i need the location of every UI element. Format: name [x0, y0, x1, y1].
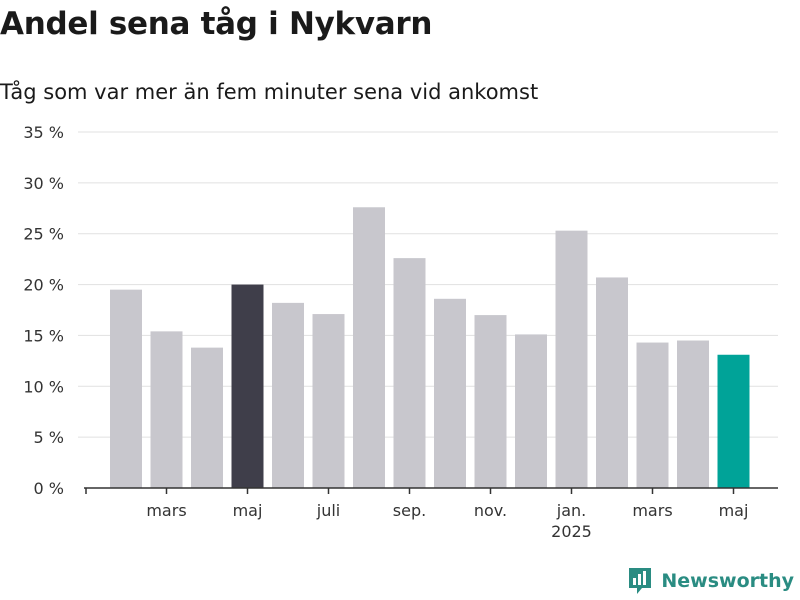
x-tick-label: mars: [632, 501, 672, 520]
x-tick-label: maj: [233, 501, 263, 520]
bar: [474, 315, 507, 488]
x-tick-label: nov.: [474, 501, 507, 520]
bar: [110, 289, 142, 488]
grid-lines: [78, 131, 778, 438]
x-axis: [84, 487, 778, 494]
y-tick-label: 20 %: [23, 276, 64, 295]
x-tick-label: maj: [719, 501, 749, 520]
x-tick-label: juli: [316, 501, 340, 520]
x-tick-label: mars: [146, 501, 186, 520]
y-tick-label: 0 %: [34, 479, 64, 498]
chart-subtitle: Tåg som var mer än fem minuter sena vid …: [0, 80, 539, 104]
x-tick-labels: mars maj juli sep. nov. jan. 2025 mars maj: [146, 501, 748, 541]
bar: [231, 284, 264, 488]
bar: [353, 207, 385, 489]
y-tick-label: 10 %: [23, 377, 64, 396]
y-tick-label: 35 %: [23, 123, 64, 142]
bar: [515, 334, 547, 488]
bar: [272, 302, 304, 488]
bar: [150, 331, 183, 488]
bar: [636, 342, 669, 488]
x-tick-label: jan.: [556, 501, 586, 520]
chart-title: Andel sena tåg i Nykvarn: [0, 6, 433, 42]
bar: [312, 314, 345, 488]
brand-logo: Newsworthy: [627, 566, 794, 596]
brand-name: Newsworthy: [661, 570, 794, 592]
x-tick-label: sep.: [393, 501, 426, 520]
bar: [717, 354, 750, 488]
bar: [596, 277, 628, 488]
y-tick-label: 15 %: [23, 326, 64, 345]
y-tick-label: 5 %: [34, 428, 64, 447]
newsworthy-logo-icon: [629, 568, 652, 594]
y-tick-labels: 0 % 5 % 10 % 15 % 20 % 25 % 30 % 35 %: [23, 123, 64, 498]
y-tick-label: 25 %: [23, 225, 64, 244]
bar: [434, 298, 466, 488]
bar: [677, 340, 709, 488]
bar: [393, 258, 426, 488]
x-tick-sublabel: 2025: [551, 522, 592, 541]
bars: [110, 207, 750, 489]
bar: [191, 347, 223, 488]
bar: [555, 230, 588, 489]
y-tick-label: 30 %: [23, 174, 64, 193]
